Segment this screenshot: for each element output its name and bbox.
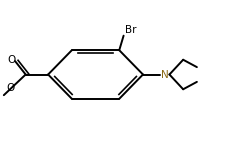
Text: O: O bbox=[8, 55, 16, 65]
Text: Br: Br bbox=[124, 25, 136, 35]
Text: N: N bbox=[160, 69, 168, 80]
Text: O: O bbox=[6, 83, 14, 93]
